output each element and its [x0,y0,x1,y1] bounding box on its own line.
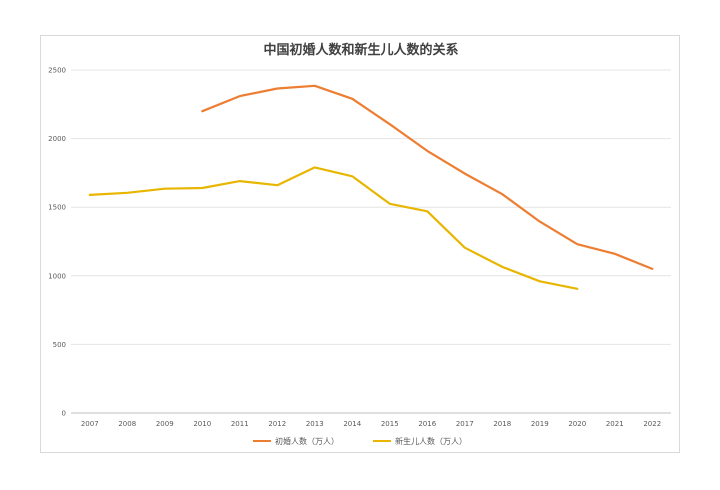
y-tick-label: 1000 [48,272,66,280]
x-tick-label: 2009 [156,420,174,428]
y-tick-label: 2000 [48,135,66,143]
chart-svg: 中国初婚人数和新生儿人数的关系 0 500 1000 1500 2000 2500 200… [48,42,671,446]
x-tick-label: 2020 [568,420,586,428]
legend-label-1[interactable]: 初婚人数（万人） [275,436,339,446]
x-tick-label: 2016 [418,420,436,428]
legend[interactable]: 初婚人数（万人） 新生儿人数（万人） [253,436,467,446]
x-tick-label: 2010 [193,420,211,428]
chart-title: 中国初婚人数和新生儿人数的关系 [263,42,458,58]
x-tick-label: 2022 [643,420,661,428]
series-layer [88,84,654,290]
series-line-1 [201,84,654,270]
x-tick-label: 2018 [493,420,511,428]
x-tick-label: 2007 [81,420,99,428]
series-line-2 [88,166,579,290]
x-tick-label: 2021 [606,420,624,428]
x-tick-label: 2017 [456,420,474,428]
x-tick-label: 2012 [268,420,286,428]
y-tick-label: 500 [53,341,66,349]
y-tick-label: 1500 [48,204,66,212]
grid-layer [71,69,671,414]
y-tick-label: 2500 [48,67,66,75]
x-tick-label: 2008 [118,420,136,428]
legend-label-2[interactable]: 新生儿人数（万人） [395,436,467,446]
x-tick-label: 2011 [231,420,249,428]
x-tick-label: 2015 [381,420,399,428]
x-axis: 2007 2008 2009 2010 2011 2012 2013 2014 2015 2016… [81,420,661,428]
y-axis: 0 500 1000 1500 2000 2500 [48,67,66,418]
x-tick-label: 2014 [343,420,361,428]
x-tick-label: 2019 [531,420,549,428]
x-tick-label: 2013 [306,420,324,428]
chart-frame: 中国初婚人数和新生儿人数的关系 0 500 1000 1500 2000 2500 200… [40,35,680,453]
y-tick-label: 0 [62,410,66,418]
